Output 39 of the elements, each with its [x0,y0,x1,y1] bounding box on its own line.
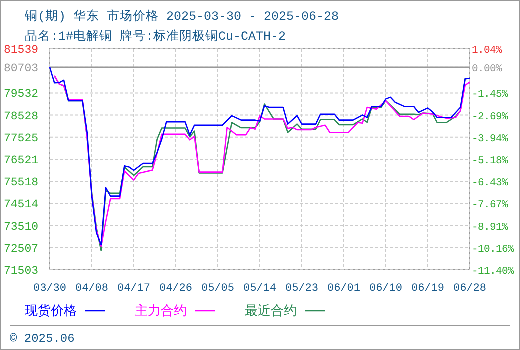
y2-tick-label: -11.40% [472,266,516,278]
x-tick-label: 06/19 [411,283,445,295]
x-tick-label: 05/23 [285,283,319,295]
y2-tick-label: -2.69% [472,111,510,124]
y2-tick-label: -6.43% [472,178,510,190]
y-tick-label: 81539 [4,44,39,57]
y2-tick-label: 0.00% [472,63,504,76]
legend-label: 主力合约 [135,303,187,319]
y2-tick-label: -7.67% [472,200,510,212]
y-tick-label: 74514 [4,198,39,212]
y-tick-label: 78528 [4,110,39,124]
chart-subtitle: 品名:1#电解铜 牌号:标准阴极铜Cu-CATH-2 [25,29,286,44]
y-tick-label: 76521 [4,154,39,168]
y2-tick-label: 1.04% [472,45,504,57]
y-tick-label: 73510 [4,220,39,234]
x-tick-label: 03/30 [33,283,67,295]
y-tick-label: 71503 [4,265,39,278]
y-tick-label: 77525 [4,132,39,146]
x-tick-label: 05/05 [201,283,235,295]
x-tick-label: 06/28 [453,283,487,295]
y2-tick-label: -5.18% [472,156,510,168]
y2-tick-label: -3.94% [472,133,510,146]
y2-tick-label: -10.16% [472,244,516,256]
y-tick-label: 80703 [4,62,39,76]
x-tick-label: 04/17 [117,283,151,295]
x-tick-label: 05/14 [243,283,277,295]
y-tick-label: 79532 [4,88,39,102]
legend-label: 现货价格 [25,304,77,319]
y-tick-label: 75518 [4,176,39,190]
x-tick-label: 04/26 [159,283,193,295]
y2-tick-label: -8.91% [472,222,510,234]
x-tick-label: 04/08 [75,283,109,295]
text: © 2025.06 [10,332,75,346]
x-tick-label: 06/10 [369,283,403,295]
legend-label: 最近合约 [245,304,297,319]
chart-title: 铜(期) 华东 市场价格 2025-03-30 - 2025-06-28 [24,9,340,24]
y-tick-label: 72507 [4,242,39,256]
x-tick-label: 06/01 [327,283,361,295]
y2-tick-label: -1.45% [472,89,510,102]
